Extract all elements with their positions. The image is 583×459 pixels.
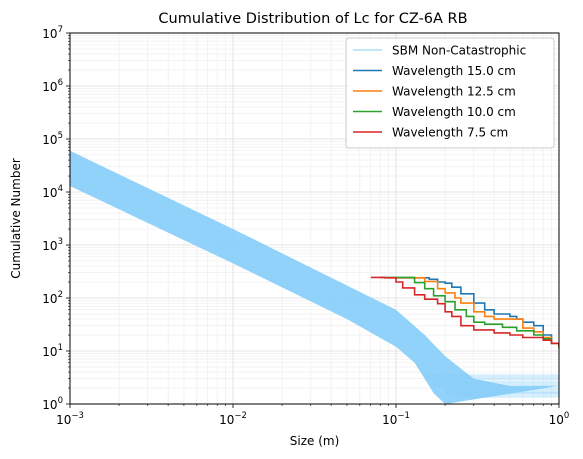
y-tick-label: 103 xyxy=(42,237,63,253)
tick-base: 10 xyxy=(382,413,397,427)
tick-base: 10 xyxy=(42,292,57,306)
tick-base: 10 xyxy=(219,413,234,427)
y-tick-label: 104 xyxy=(42,184,63,200)
legend-label: Wavelength 15.0 cm xyxy=(392,64,516,78)
tick-base: 10 xyxy=(42,345,57,359)
tick-exponent: −3 xyxy=(71,411,84,421)
tick-exponent: 4 xyxy=(58,184,63,194)
legend: SBM Non-Catastrophic Wavelength 15.0 cm Wa… xyxy=(345,37,555,149)
tick-base: 10 xyxy=(56,413,71,427)
tick-exponent: 0 xyxy=(564,411,569,421)
y-tick-label: 102 xyxy=(42,290,63,306)
series-line xyxy=(370,276,559,347)
tick-exponent: 3 xyxy=(58,237,63,247)
chart-title: Cumulative Distribution of Lc for CZ-6A … xyxy=(158,11,467,27)
tick-base: 10 xyxy=(42,133,57,147)
y-tick-label: 100 xyxy=(42,396,63,412)
legend-label: Wavelength 10.0 cm xyxy=(392,105,516,119)
legend-label: SBM Non-Catastrophic xyxy=(392,44,526,58)
y-tick-label: 105 xyxy=(42,131,63,147)
tick-exponent: 6 xyxy=(58,78,63,88)
y-tick-label: 101 xyxy=(42,343,63,359)
y-tick-label: 107 xyxy=(42,25,63,41)
x-tick-label: 10−1 xyxy=(382,411,410,427)
tick-base: 10 xyxy=(42,80,57,94)
tick-exponent: 7 xyxy=(58,25,63,35)
tick-base: 10 xyxy=(42,27,57,41)
legend-label: Wavelength 12.5 cm xyxy=(392,85,516,99)
tick-exponent: −1 xyxy=(397,411,410,421)
ticks xyxy=(66,32,560,408)
tick-base: 10 xyxy=(42,186,57,200)
tick-exponent: 2 xyxy=(58,290,63,300)
x-tick-label: 10−3 xyxy=(56,411,84,427)
plot-frame xyxy=(69,32,560,405)
series-line xyxy=(380,276,559,349)
tick-exponent: 5 xyxy=(58,131,63,141)
x-axis-label: Size (m) xyxy=(290,434,340,448)
tick-exponent: −2 xyxy=(234,411,247,421)
series-line xyxy=(396,277,559,347)
x-tick-label: 100 xyxy=(549,411,570,427)
series-layer xyxy=(370,276,559,349)
tick-base: 10 xyxy=(42,398,57,412)
x-tick-label: 10−2 xyxy=(219,411,247,427)
legend-box xyxy=(345,37,555,149)
legend-label: Wavelength 7.5 cm xyxy=(392,126,508,140)
y-tick-label: 106 xyxy=(42,78,63,94)
band-layer xyxy=(70,150,559,404)
tick-exponent: 0 xyxy=(58,396,63,406)
tick-base: 10 xyxy=(42,239,57,253)
tick-exponent: 1 xyxy=(58,343,63,353)
series-line xyxy=(388,277,559,347)
sbm-band xyxy=(70,150,559,404)
y-axis-label: Cumulative Number xyxy=(9,158,23,279)
tick-base: 10 xyxy=(549,413,564,427)
